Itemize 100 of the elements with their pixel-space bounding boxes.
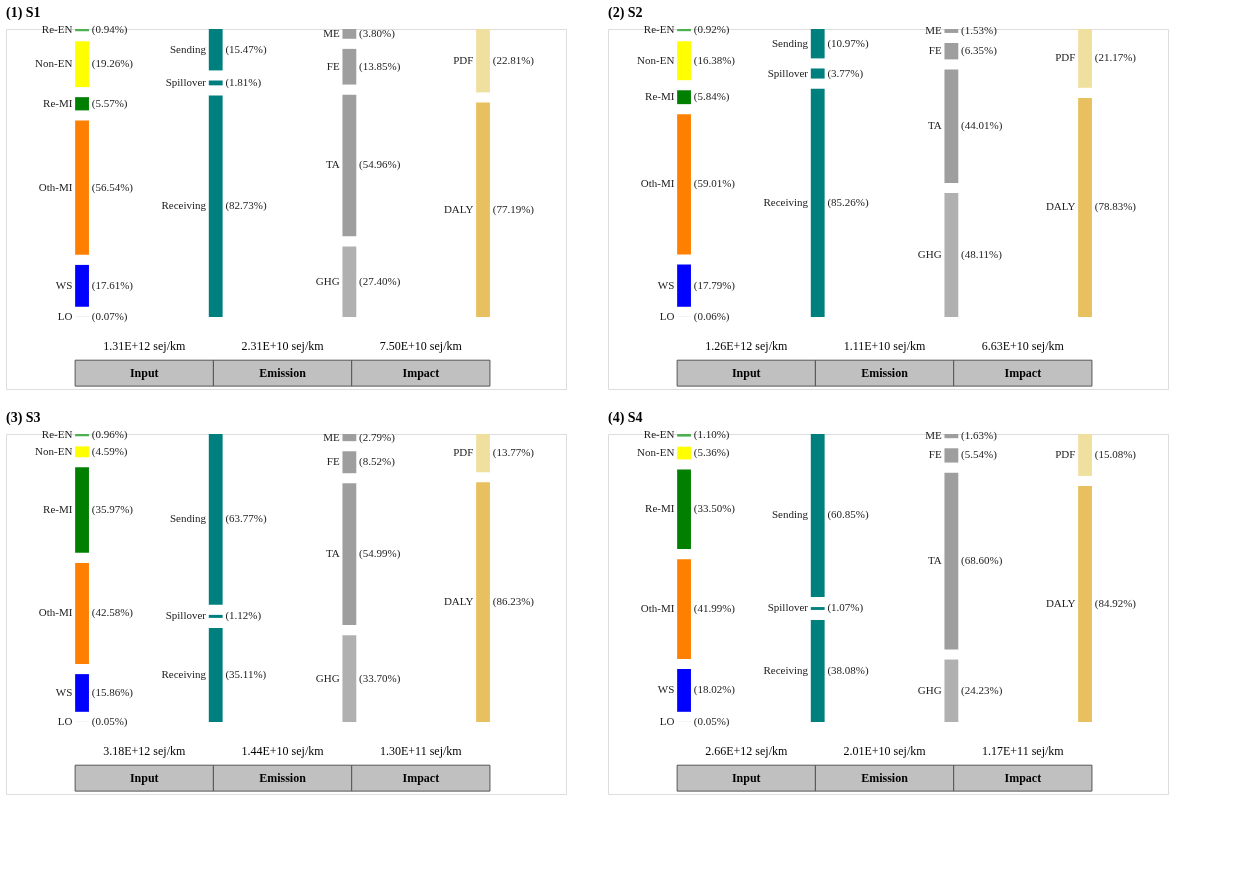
category-label: LO: [57, 309, 73, 322]
text: 2.31E+10 sej/km: [241, 338, 325, 353]
category-label: Sending: [169, 42, 207, 55]
data-label: (10.97%): [827, 36, 869, 50]
text: 1.44E+10 sej/km: [241, 743, 325, 758]
category-label: ME: [925, 23, 942, 36]
data-label: (48.11%): [961, 248, 1003, 261]
category-label: Re-MI: [43, 503, 73, 516]
category-label: GHG: [917, 248, 942, 260]
data-label: (0.92%): [693, 23, 730, 37]
data-label: (33.50%): [693, 502, 736, 516]
data-label: (16.38%): [693, 53, 736, 67]
data-label: (35.11%): [225, 667, 267, 681]
text: Emission: [259, 366, 307, 381]
text: 1.31E+12 sej/km: [103, 338, 186, 353]
data-label: (5.57%): [91, 96, 128, 110]
category-label: PDF: [1055, 51, 1076, 64]
data-label: (84.92%): [1094, 597, 1137, 610]
text: 1.17E+11 sej/km: [981, 743, 1065, 758]
data-label: (13.77%): [492, 446, 535, 460]
category-label: Receiving: [763, 664, 809, 676]
category-label: WS: [55, 278, 73, 291]
data-label: (41.99%): [693, 602, 736, 616]
category-label: PDF: [1055, 447, 1076, 460]
text: 6.63E+10 sej/km: [981, 338, 1065, 353]
text: 1.11E+10 sej/km: [843, 338, 927, 353]
data-label: (0.06%): [693, 309, 730, 323]
data-label: (1.12%): [225, 609, 262, 623]
category-label: TA: [325, 547, 340, 560]
category-label: PDF: [453, 446, 474, 459]
category-label: DALY: [443, 202, 474, 215]
data-label: (56.54%): [91, 180, 134, 194]
text: Input: [731, 366, 761, 381]
category-label: LO: [57, 714, 73, 727]
data-label: (18.02%): [693, 683, 736, 697]
data-label: (42.58%): [91, 606, 134, 620]
category-label: Non-EN: [35, 444, 73, 457]
category-label: DALY: [443, 595, 474, 608]
data-label: (17.79%): [693, 278, 736, 292]
data-label: (3.77%): [827, 66, 864, 80]
data-label: (78.83%): [1094, 200, 1137, 214]
data-label: (60.85%): [827, 508, 869, 522]
text: Impact: [402, 366, 440, 381]
category-label: Sending: [771, 508, 809, 521]
category-label: Re-MI: [645, 502, 675, 515]
data-label: (0.07%): [91, 309, 128, 323]
text: 7.50E+10 sej/km: [379, 338, 463, 353]
category-label: Oth-MI: [38, 606, 73, 619]
category-label: GHG: [315, 274, 340, 287]
data-label: (0.05%): [693, 714, 730, 728]
category-label: Sending: [169, 512, 207, 525]
data-label: (54.96%): [359, 158, 401, 172]
category-label: Spillover: [767, 66, 809, 79]
data-label: (6.35%): [961, 44, 998, 58]
data-label: (21.17%): [1094, 51, 1137, 65]
data-label: (54.99%): [359, 547, 401, 561]
category-label: Receiving: [161, 199, 207, 212]
category-label: ME: [323, 26, 340, 39]
category-label: ME: [323, 430, 340, 443]
category-label: FE: [326, 455, 340, 468]
text: (2) S2: [608, 5, 643, 22]
category-label: Oth-MI: [640, 602, 675, 615]
data-label: (24.23%): [961, 683, 1003, 697]
data-label: (5.36%): [693, 446, 730, 460]
data-label: (13.85%): [359, 59, 401, 73]
category-label: PDF: [453, 53, 474, 66]
data-label: (3.80%): [359, 26, 396, 40]
data-label: (8.52%): [359, 455, 396, 469]
category-label: Re-MI: [43, 96, 73, 109]
category-label: Re-EN: [41, 428, 73, 441]
data-label: (1.10%): [693, 428, 730, 442]
text: Emission: [861, 771, 909, 786]
text: (4) S4: [608, 410, 643, 427]
data-label: (19.26%): [91, 57, 134, 71]
data-label: (0.96%): [91, 428, 128, 442]
data-label: (1.81%): [225, 75, 262, 89]
category-label: LO: [659, 714, 675, 727]
category-label: Oth-MI: [38, 180, 73, 193]
category-label: Re-EN: [643, 23, 675, 36]
text: 3.18E+12 sej/km: [103, 743, 186, 758]
text: Impact: [1004, 366, 1042, 381]
data-label: (1.07%): [827, 601, 864, 615]
category-label: TA: [927, 554, 942, 567]
text: 2.01E+10 sej/km: [843, 743, 927, 758]
text: Impact: [402, 771, 440, 786]
category-label: GHG: [315, 671, 340, 684]
text: Input: [129, 366, 159, 381]
category-label: Sending: [771, 36, 809, 49]
category-label: Non-EN: [637, 53, 675, 66]
data-label: (15.86%): [91, 685, 134, 699]
category-label: Receiving: [763, 195, 809, 208]
text: Emission: [861, 366, 909, 381]
category-label: Re-EN: [41, 23, 73, 36]
category-label: LO: [659, 309, 675, 322]
text: Input: [731, 771, 761, 786]
data-label: (5.84%): [693, 90, 730, 104]
category-label: WS: [55, 685, 73, 698]
data-label: (1.53%): [961, 23, 998, 37]
category-label: DALY: [1045, 597, 1076, 609]
data-label: (82.73%): [225, 199, 267, 213]
